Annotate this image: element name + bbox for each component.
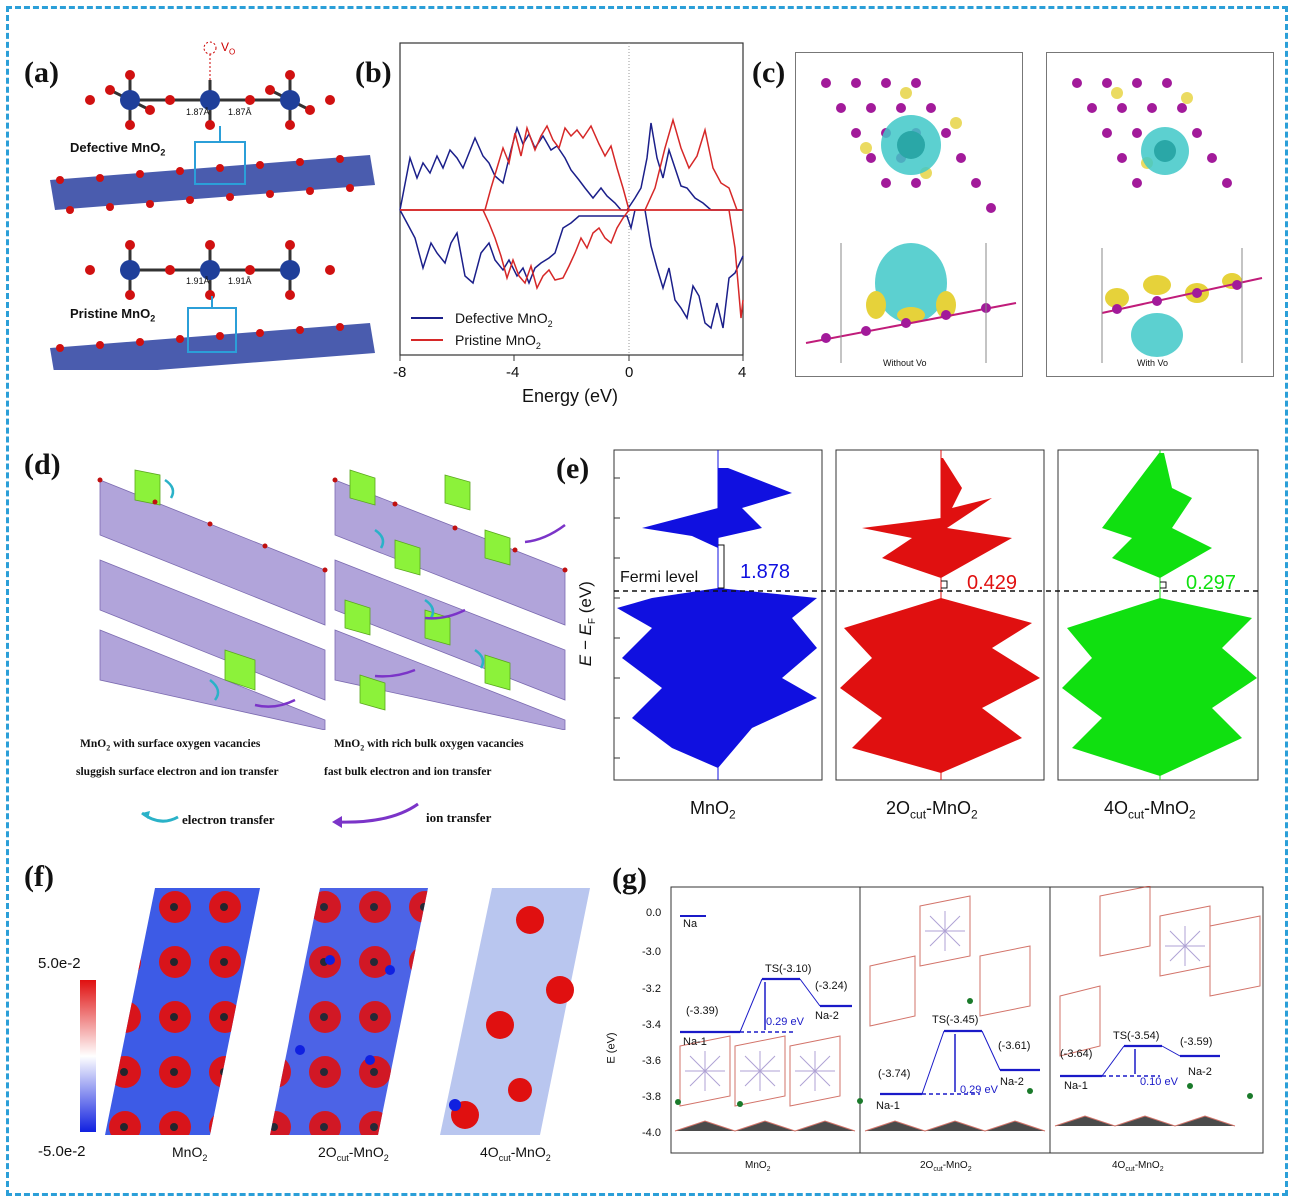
map-4ocut	[440, 888, 590, 1135]
na2-mno2: Na-2	[815, 1010, 839, 1022]
gap-value-2ocut: 0.429	[967, 572, 1018, 594]
legend-electron-transfer: electron transfer	[182, 812, 275, 827]
caption-with-vo: With Vo	[1137, 358, 1169, 368]
xtick-label: -4	[506, 364, 520, 381]
structure-with-vo	[1046, 52, 1274, 377]
f-caption-2ocut: 2Ocut-MnO2	[318, 1144, 389, 1163]
f-caption-mno2: MnO2	[172, 1144, 208, 1163]
dos-2ocut	[840, 458, 1040, 773]
series-pristine-down	[400, 209, 744, 319]
panel-d-lattice	[97, 469, 568, 730]
energy-na1-4ocut: (-3.64)	[1060, 1048, 1093, 1060]
g-xlabel-mno2: MnO2	[745, 1160, 771, 1173]
ts-mno2: TS(-3.10)	[765, 963, 812, 975]
na1-2ocut: Na-1	[876, 1100, 900, 1112]
barrier-2ocut: 0.29 eV	[960, 1084, 998, 1096]
ts-4ocut: TS(-3.54)	[1113, 1030, 1160, 1042]
xtick-label: 0	[625, 364, 634, 381]
panel-e-dos	[613, 449, 1259, 781]
panel-a-label: (a)	[24, 56, 59, 89]
legend-defective-label: Defective MnO2	[455, 310, 553, 329]
energy-na1-2ocut: (-3.74)	[878, 1068, 911, 1080]
energy-na1-mno2: (-3.39)	[686, 1005, 719, 1017]
g-plot-frame	[670, 886, 1264, 1154]
g-xlabel-2ocut: 2Ocut-MnO2	[920, 1160, 972, 1173]
colorbar-max: 5.0e-2	[38, 955, 81, 972]
panel-d-label: (d)	[24, 448, 61, 481]
ts-2ocut: TS(-3.45)	[932, 1014, 979, 1026]
panel-f-maps	[105, 888, 590, 1135]
g-ytick: -3.4	[642, 1019, 661, 1031]
panel-b-label: (b)	[355, 56, 392, 89]
g-xlabel-4ocut: 4Ocut-MnO2	[1112, 1160, 1164, 1173]
gap-bracket-3	[1160, 581, 1167, 589]
panel-b-chart	[399, 42, 744, 361]
series-defective-up	[399, 122, 743, 211]
g-ytick: -4.0	[642, 1127, 661, 1139]
defective-mno2-label: Defective MnO2	[70, 140, 166, 158]
e-yaxis-title: E − EF (eV)	[575, 581, 599, 667]
energy-na2-4ocut: (-3.59)	[1180, 1036, 1213, 1048]
g-ytick: 0.0	[646, 907, 662, 919]
na2-2ocut: Na-2	[1000, 1076, 1024, 1088]
caption-without-vo: Without Vo	[883, 358, 927, 368]
f-caption-4ocut: 4Ocut-MnO2	[480, 1144, 551, 1163]
g-ytick: -3.6	[642, 1055, 661, 1067]
series-pristine-up	[400, 117, 743, 211]
series-defective-down	[399, 209, 744, 330]
bond-pristine-left: 1.91Å	[186, 276, 210, 286]
xtick-label: 4	[738, 364, 747, 381]
g-yaxis-title: E (eV)	[605, 1032, 618, 1064]
d-caption-right-2: fast bulk electron and ion transfer	[324, 766, 492, 778]
panel-e-label: (e)	[556, 452, 590, 485]
d-caption-left-1: MnO2 with surface oxygen vacancies	[80, 738, 261, 753]
panel-c-label: (c)	[752, 56, 786, 89]
dos-mno2	[617, 468, 817, 768]
legend-ion-transfer: ion transfer	[426, 810, 492, 825]
gap-value-mno2: 1.878	[740, 561, 791, 583]
energy-na2-2ocut: (-3.61)	[998, 1040, 1031, 1052]
gap-bracket-1	[718, 544, 725, 589]
plot-frame	[399, 42, 744, 356]
na1-4ocut: Na-1	[1064, 1080, 1088, 1092]
legend-pristine-label: Pristine MnO2	[455, 332, 541, 351]
figure-frame	[6, 6, 1288, 1196]
e-xlabel-mno2: MnO2	[690, 798, 736, 822]
colorbar-min: -5.0e-2	[38, 1143, 86, 1160]
colorbar	[80, 980, 96, 1132]
na1-mno2: Na-1	[683, 1036, 707, 1048]
e-xlabel-4ocut: 4Ocut-MnO2	[1104, 798, 1196, 822]
vacancy-label: VO	[221, 40, 236, 57]
d-caption-left-2: sluggish surface electron and ion transf…	[76, 766, 279, 778]
bond-defective-right: 1.87Å	[228, 107, 252, 117]
e-xlabel-2ocut: 2Ocut-MnO2	[886, 798, 978, 822]
structure-without-vo	[795, 52, 1023, 377]
ion-transfer-arrow-icon	[332, 802, 419, 828]
bond-pristine-right: 1.91Å	[228, 276, 252, 286]
electron-transfer-arrow-icon	[141, 811, 179, 823]
g-legend-na: Na	[683, 918, 698, 930]
gap-bracket-2	[941, 580, 948, 589]
barrier-4ocut: 0.10 eV	[1140, 1076, 1178, 1088]
na2-4ocut: Na-2	[1188, 1066, 1212, 1078]
barrier-mno2: 0.29 eV	[766, 1016, 804, 1028]
panel-g-label: (g)	[612, 862, 647, 895]
panel-g-chart	[670, 886, 1264, 1154]
fermi-level-label: Fermi level	[620, 569, 699, 587]
gap-value-4ocut: 0.297	[1186, 572, 1237, 594]
d-caption-right-1: MnO2 with rich bulk oxygen vacancies	[334, 738, 524, 753]
pristine-mno2-label: Pristine MnO2	[70, 306, 156, 324]
bond-defective-left: 1.87Å	[186, 107, 210, 117]
panel-a-structures	[50, 41, 375, 370]
panel-f-label: (f)	[24, 860, 54, 893]
g-ytick: -3.0	[642, 946, 661, 958]
energy-na2-mno2: (-3.24)	[815, 980, 848, 992]
g-ytick: -3.8	[642, 1091, 661, 1103]
x-axis-title: Energy (eV)	[522, 386, 619, 406]
xtick-label: -8	[393, 364, 407, 381]
g-ytick: -3.2	[642, 983, 661, 995]
